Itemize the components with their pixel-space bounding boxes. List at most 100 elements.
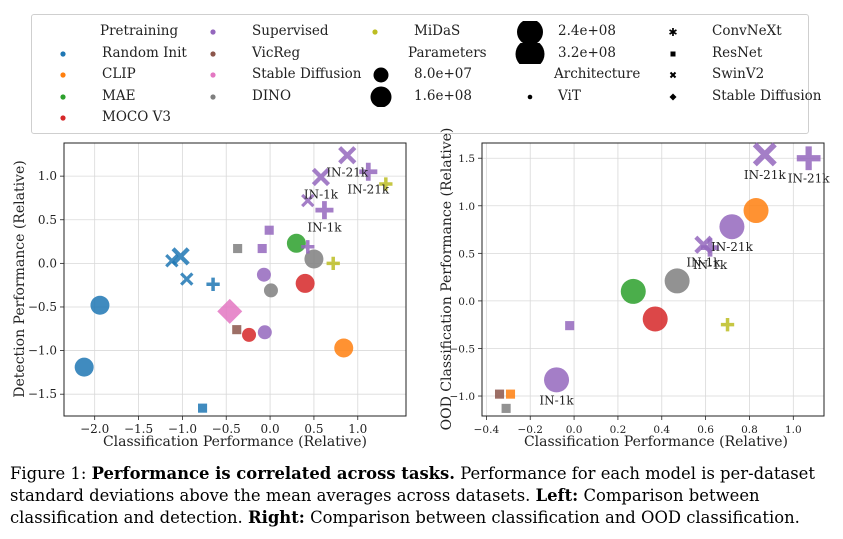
- scatter-point: [171, 247, 190, 266]
- scatter-point: [264, 225, 274, 235]
- scatter-point: [257, 325, 272, 340]
- scatter-point: [286, 233, 306, 253]
- scatter-point: [326, 256, 340, 271]
- y-tick-label: 1.5: [458, 153, 475, 165]
- dot-icon: [515, 42, 545, 65]
- right-ticks: −0.4 −0.2 0.0 0.2 0.4 0.6 0.8 1.0 −1.0 −0.5 0.0 0.5…: [450, 153, 802, 436]
- y-tick-label: 0.0: [38, 256, 57, 270]
- scatter-point: [359, 162, 378, 181]
- scatter-point: [90, 295, 110, 315]
- scatter-point: [501, 403, 511, 413]
- scatter-point: [295, 273, 315, 293]
- point-label: IN-21k: [788, 172, 831, 186]
- x-icon: [669, 71, 677, 79]
- x-tick-label: 0.5: [304, 422, 323, 436]
- y-tick-label: 1.0: [38, 169, 57, 183]
- point-label: IN-21k: [326, 166, 369, 180]
- x-tick-label: 0.8: [741, 424, 758, 436]
- scatter-point: [796, 146, 821, 171]
- diamond-icon: [669, 93, 677, 101]
- y-tick-label: −0.5: [28, 300, 57, 314]
- dot-icon: [210, 94, 216, 100]
- dot-icon: [210, 72, 216, 78]
- point-label: IN-21k: [744, 168, 787, 182]
- dot-icon: [210, 50, 216, 57]
- svg-text:✱: ✱: [668, 26, 677, 39]
- x-tick-label: −2.0: [80, 422, 109, 436]
- scatter-point: [700, 238, 720, 257]
- scatter-point: [257, 243, 267, 254]
- dot-icon: [373, 67, 389, 83]
- dot-icon: [527, 94, 533, 100]
- scatter-point: [233, 243, 243, 254]
- point-label: IN-1k: [304, 188, 339, 202]
- x-tick-label: 0.2: [610, 424, 627, 436]
- point-label: IN-21k: [711, 240, 754, 254]
- left-ticks: −2.0 −1.5 −1.0 −0.5 0.0 0.5 1.0 −1.5 −1.0 −0.5 0.0…: [28, 169, 367, 436]
- y-tick-label: 0.0: [458, 296, 475, 308]
- caption-label: Figure 1:: [10, 464, 87, 483]
- scatter-point: [720, 318, 735, 332]
- scatter-point: [494, 389, 505, 399]
- legend: Pretraining Random Init CLIP MAE MOCO V3…: [31, 14, 821, 134]
- scatter-point: [379, 177, 393, 191]
- left-grid: [64, 143, 406, 416]
- right-grid: [482, 143, 824, 416]
- scatter-point: [620, 278, 646, 304]
- caption-right-label: Right:: [247, 508, 305, 527]
- scatter-point: [165, 254, 179, 268]
- right-x-axis-label: Classification Performance (Relative): [524, 434, 788, 450]
- right-points: [494, 142, 821, 413]
- scatter-point: [334, 338, 354, 358]
- right-y-axis-label: OOD Classification Performance (Relative…: [439, 128, 455, 431]
- x-tick-label: −0.2: [517, 424, 543, 436]
- x-tick-label: −0.4: [474, 424, 500, 436]
- x-tick-label: −0.5: [212, 422, 241, 436]
- scatter-point: [74, 357, 94, 377]
- dot-icon: [60, 50, 66, 57]
- scatter-point: [505, 389, 516, 399]
- y-tick-label: 1.0: [458, 201, 475, 213]
- square-icon: [670, 51, 676, 57]
- scatter-point: [642, 306, 668, 332]
- y-tick-label: −1.0: [28, 344, 57, 358]
- left-points: [74, 146, 393, 413]
- y-tick-label: 0.5: [458, 248, 475, 260]
- scatter-point: [664, 268, 690, 294]
- scatter-point: [338, 146, 357, 165]
- x-tick-label: 0.0: [261, 422, 280, 436]
- dot-icon: [60, 115, 66, 121]
- dot-icon: [210, 29, 216, 35]
- x-tick-label: −1.0: [168, 422, 197, 436]
- point-label: IN-1k: [307, 221, 342, 235]
- scatter-point: [198, 403, 208, 413]
- caption-text-3: Comparison between classification and OO…: [310, 508, 800, 527]
- scatter-point: [743, 198, 769, 224]
- point-label: IN-1k: [686, 255, 721, 269]
- scatter-point: [719, 214, 745, 240]
- scatter-point: [180, 272, 194, 286]
- scatter-point: [206, 277, 220, 291]
- dot-icon: [60, 94, 66, 100]
- scatter-point: [752, 142, 777, 167]
- x-tick-label: −1.5: [124, 422, 153, 436]
- dot-icon: [372, 29, 378, 35]
- scatter-point: [311, 167, 331, 187]
- y-tick-label: 0.5: [38, 213, 57, 227]
- x-tick-label: 0.0: [566, 424, 583, 436]
- scatter-point: [544, 367, 570, 393]
- left-point-labels: IN-1k IN-1k IN-21k IN-21k: [304, 166, 390, 235]
- figure-caption: Figure 1: Performance is correlated acro…: [10, 463, 836, 529]
- scatter-point: [256, 267, 271, 282]
- caption-bold: Performance is correlated across tasks.: [91, 464, 455, 483]
- caption-left-label: Left:: [535, 486, 579, 505]
- point-label: IN-1k: [539, 393, 574, 407]
- scatter-point: [217, 298, 243, 324]
- scatter-point: [301, 240, 315, 254]
- point-label: IN-21k: [347, 182, 390, 196]
- x-tick-label: 1.0: [785, 424, 802, 436]
- x-tick-label: 0.4: [653, 424, 670, 436]
- left-y-axis-label: Detection Performance (Relative): [12, 160, 28, 397]
